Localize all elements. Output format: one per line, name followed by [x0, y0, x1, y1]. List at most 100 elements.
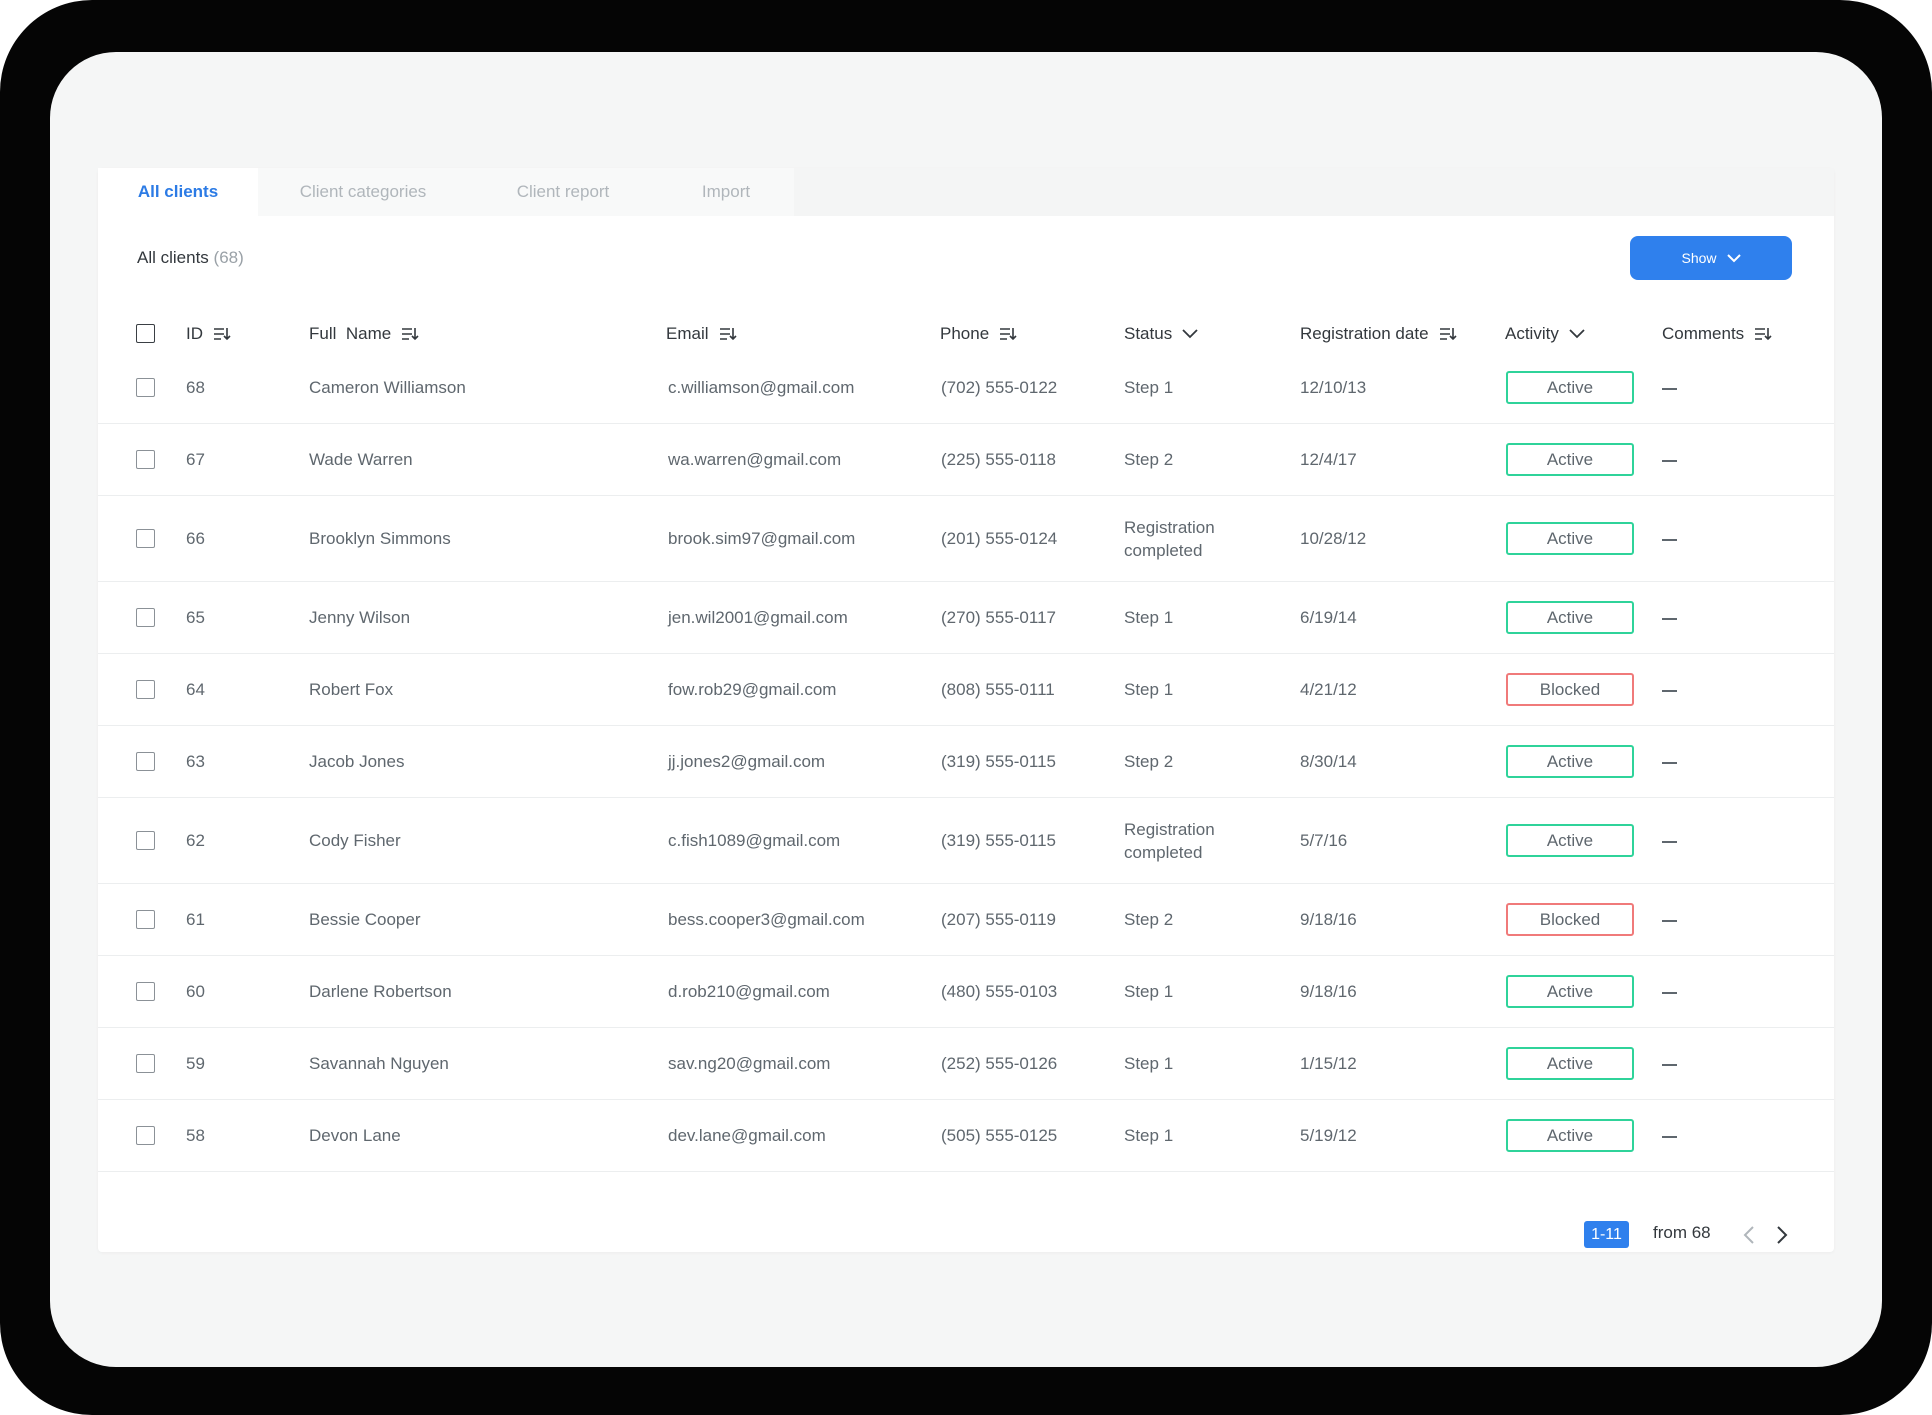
table-row[interactable]: 68 Cameron Williamson c.williamson@gmail… — [98, 352, 1834, 424]
column-activity-label: Activity — [1505, 324, 1559, 343]
table-row[interactable]: 66 Brooklyn Simmons brook.sim97@gmail.co… — [98, 496, 1834, 582]
tablet-screen: All clients Client categories Client rep… — [50, 52, 1882, 1367]
chevron-down-icon[interactable] — [1569, 329, 1585, 339]
cell-full-name: Jacob Jones — [309, 751, 405, 771]
cell-status: Step 2 — [1124, 752, 1174, 771]
column-comments-label: Comments — [1662, 324, 1745, 343]
table-row[interactable]: 64 Robert Fox fow.rob29@gmail.com (808) … — [98, 654, 1834, 726]
chevron-down-icon[interactable] — [1182, 329, 1198, 339]
cell-registration-date: 8/30/14 — [1300, 751, 1357, 771]
comment-empty-dash — [1662, 1064, 1677, 1066]
comment-empty-dash — [1662, 539, 1677, 541]
sort-icon[interactable] — [1754, 326, 1772, 342]
table-row[interactable]: 62 Cody Fisher c.fish1089@gmail.com (319… — [98, 798, 1834, 884]
column-full-name[interactable]: Full Name — [309, 322, 419, 346]
cell-phone: (702) 555-0122 — [941, 377, 1058, 397]
cell-email: jj.jones2@gmail.com — [668, 751, 826, 771]
select-all-checkbox[interactable] — [136, 324, 155, 343]
cell-id: 59 — [186, 1053, 205, 1073]
row-checkbox[interactable] — [136, 680, 155, 699]
cell-status: Registration completed — [1124, 517, 1215, 560]
tab-client-categories[interactable]: Client categories — [258, 168, 468, 216]
cell-registration-date: 4/21/12 — [1300, 679, 1357, 699]
column-comments[interactable]: Comments — [1662, 322, 1772, 346]
cell-registration-date: 5/19/12 — [1300, 1125, 1357, 1145]
sort-icon[interactable] — [719, 326, 737, 342]
activity-badge[interactable]: Active — [1506, 371, 1634, 404]
row-checkbox[interactable] — [136, 910, 155, 929]
activity-badge[interactable]: Active — [1506, 745, 1634, 778]
column-id[interactable]: ID — [186, 322, 231, 346]
cell-registration-date: 5/7/16 — [1300, 830, 1348, 850]
column-registration-date-label: Registration date — [1300, 324, 1429, 343]
cell-registration-date: 10/28/12 — [1300, 528, 1367, 548]
row-checkbox[interactable] — [136, 608, 155, 627]
table-row[interactable]: 61 Bessie Cooper bess.cooper3@gmail.com … — [98, 884, 1834, 956]
row-checkbox[interactable] — [136, 378, 155, 397]
cell-id: 62 — [186, 830, 205, 850]
cell-full-name: Robert Fox — [309, 679, 394, 699]
activity-badge[interactable]: Active — [1506, 824, 1634, 857]
activity-badge[interactable]: Active — [1506, 1047, 1634, 1080]
activity-badge[interactable]: Active — [1506, 522, 1634, 555]
column-email-label: Email — [666, 324, 709, 343]
row-checkbox[interactable] — [136, 831, 155, 850]
table-row[interactable]: 59 Savannah Nguyen sav.ng20@gmail.com (2… — [98, 1028, 1834, 1100]
row-checkbox[interactable] — [136, 752, 155, 771]
cell-full-name: Wade Warren — [309, 449, 413, 469]
sort-icon[interactable] — [1439, 326, 1457, 342]
table-row[interactable]: 63 Jacob Jones jj.jones2@gmail.com (319)… — [98, 726, 1834, 798]
pagination-total: from 68 — [1653, 1223, 1711, 1242]
chevron-left-icon[interactable] — [1743, 1225, 1755, 1245]
column-phone[interactable]: Phone — [940, 322, 1017, 346]
cell-email: brook.sim97@gmail.com — [668, 528, 856, 548]
show-button[interactable]: Show — [1630, 236, 1792, 280]
column-full-name-label: Full Name — [309, 324, 392, 343]
sort-icon[interactable] — [213, 326, 231, 342]
sort-icon[interactable] — [401, 326, 419, 342]
activity-badge[interactable]: Active — [1506, 1119, 1634, 1152]
row-checkbox[interactable] — [136, 1054, 155, 1073]
show-button-label: Show — [1681, 250, 1717, 266]
activity-badge[interactable]: Blocked — [1506, 903, 1634, 936]
clients-panel: All clients Client categories Client rep… — [98, 168, 1834, 1252]
row-checkbox[interactable] — [136, 1126, 155, 1145]
column-registration-date[interactable]: Registration date — [1300, 322, 1457, 346]
activity-badge[interactable]: Active — [1506, 443, 1634, 476]
row-checkbox[interactable] — [136, 982, 155, 1001]
cell-email: dev.lane@gmail.com — [668, 1125, 826, 1145]
sort-icon[interactable] — [999, 326, 1017, 342]
client-count: (68) — [213, 248, 244, 267]
column-status[interactable]: Status — [1124, 322, 1198, 346]
table-row[interactable]: 65 Jenny Wilson jen.wil2001@gmail.com (2… — [98, 582, 1834, 654]
cell-phone: (225) 555-0118 — [941, 449, 1056, 469]
table-row[interactable]: 60 Darlene Robertson d.rob210@gmail.com … — [98, 956, 1834, 1028]
activity-badge[interactable]: Active — [1506, 601, 1634, 634]
cell-email: fow.rob29@gmail.com — [668, 679, 837, 699]
table-row[interactable]: 58 Devon Lane dev.lane@gmail.com (505) 5… — [98, 1100, 1834, 1172]
column-activity[interactable]: Activity — [1505, 322, 1585, 346]
cell-status: Step 1 — [1124, 1054, 1174, 1073]
cell-id: 63 — [186, 751, 205, 771]
chevron-right-icon[interactable] — [1776, 1225, 1788, 1245]
cell-id: 68 — [186, 377, 205, 397]
cell-id: 65 — [186, 607, 205, 627]
pagination-current-range[interactable]: 1-11 — [1584, 1221, 1629, 1248]
row-checkbox[interactable] — [136, 450, 155, 469]
cell-phone: (252) 555-0126 — [941, 1053, 1058, 1073]
tab-client-report[interactable]: Client report — [468, 168, 658, 216]
cell-full-name: Bessie Cooper — [309, 909, 421, 929]
table-row[interactable]: 67 Wade Warren wa.warren@gmail.com (225)… — [98, 424, 1834, 496]
column-phone-label: Phone — [940, 324, 990, 343]
tab-import[interactable]: Import — [658, 168, 794, 216]
tab-all-clients[interactable]: All clients — [98, 168, 258, 216]
activity-badge[interactable]: Active — [1506, 975, 1634, 1008]
activity-badge[interactable]: Blocked — [1506, 673, 1634, 706]
cell-id: 60 — [186, 981, 205, 1001]
cell-status: Step 1 — [1124, 982, 1174, 1001]
row-checkbox[interactable] — [136, 529, 155, 548]
cell-full-name: Savannah Nguyen — [309, 1053, 449, 1073]
cell-full-name: Darlene Robertson — [309, 981, 452, 1001]
column-email[interactable]: Email — [666, 322, 737, 346]
